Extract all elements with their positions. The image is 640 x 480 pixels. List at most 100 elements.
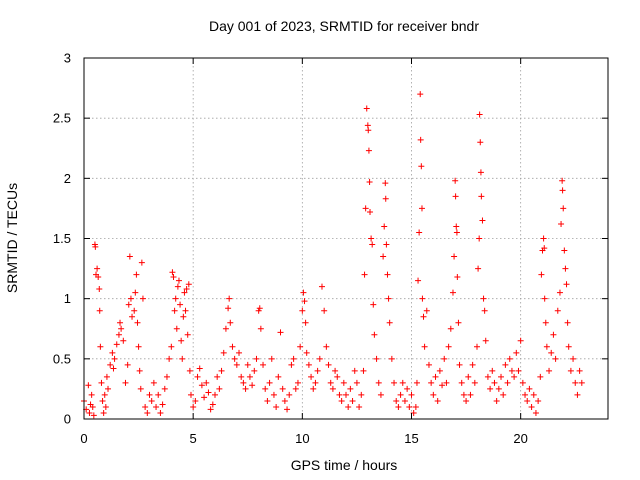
data-point — [138, 259, 145, 266]
data-point — [368, 235, 375, 242]
data-point — [574, 391, 581, 398]
data-point — [216, 385, 223, 392]
data-point — [493, 397, 500, 404]
data-point — [310, 385, 317, 392]
data-point — [476, 235, 483, 242]
data-point — [563, 281, 570, 288]
data-point — [170, 274, 177, 281]
data-point — [101, 391, 108, 398]
data-point — [434, 397, 441, 404]
data-point — [478, 193, 485, 200]
data-point — [144, 409, 151, 416]
data-point — [548, 349, 555, 356]
data-point — [495, 385, 502, 392]
data-point — [559, 177, 566, 184]
data-point — [257, 325, 264, 332]
data-point — [404, 385, 411, 392]
data-point — [443, 379, 450, 386]
data-point — [182, 307, 189, 314]
data-point — [268, 355, 275, 362]
data-point — [487, 385, 494, 392]
data-point — [303, 349, 310, 356]
data-point — [423, 307, 430, 314]
data-point — [203, 379, 210, 386]
data-point — [441, 355, 448, 362]
data-point — [477, 139, 484, 146]
data-point — [340, 379, 347, 386]
data-point — [397, 391, 404, 398]
data-point — [88, 391, 95, 398]
data-point — [89, 403, 96, 410]
data-point — [117, 319, 124, 326]
data-point — [135, 343, 142, 350]
data-point — [181, 289, 188, 296]
data-point — [373, 355, 380, 362]
data-point — [168, 343, 175, 350]
data-point — [393, 397, 400, 404]
data-point — [186, 367, 193, 374]
data-point — [290, 355, 297, 362]
data-point — [482, 337, 489, 344]
data-point — [260, 361, 267, 368]
data-point — [100, 409, 107, 416]
data-point — [439, 382, 446, 389]
x-tick-label: 10 — [295, 431, 309, 446]
data-point — [122, 379, 129, 386]
x-tick-label: 0 — [80, 431, 87, 446]
data-point — [196, 365, 203, 372]
data-point — [201, 394, 208, 401]
data-point — [85, 382, 92, 389]
data-point — [238, 373, 245, 380]
data-point — [475, 265, 482, 272]
data-point — [316, 355, 323, 362]
data-point — [458, 379, 465, 386]
data-point — [515, 367, 522, 374]
data-point — [325, 361, 332, 368]
data-point — [136, 367, 143, 374]
data-point — [284, 406, 291, 413]
data-point — [94, 265, 101, 272]
data-point — [126, 253, 133, 260]
data-point — [277, 329, 284, 336]
data-points — [81, 91, 585, 419]
data-point — [498, 373, 505, 380]
data-point — [474, 343, 480, 350]
data-point — [103, 373, 110, 380]
data-point — [178, 337, 185, 344]
data-point — [180, 313, 187, 320]
data-point — [360, 367, 367, 374]
data-point — [532, 409, 539, 416]
x-axis-ticks: 0 5 10 15 20 — [80, 58, 528, 446]
data-point — [142, 403, 149, 410]
data-point — [480, 295, 487, 302]
y-tick-label: 0.5 — [53, 351, 71, 366]
data-point — [302, 319, 309, 326]
data-point — [500, 391, 507, 398]
data-point — [546, 367, 553, 374]
data-point — [161, 385, 168, 392]
data-point — [214, 373, 221, 380]
data-point — [131, 307, 138, 314]
data-point — [381, 223, 388, 230]
data-point — [370, 301, 377, 308]
data-point — [452, 177, 459, 184]
data-point — [127, 295, 134, 302]
data-point — [95, 274, 102, 281]
data-point — [251, 367, 258, 374]
data-point — [453, 223, 460, 230]
data-point — [540, 235, 547, 242]
data-point — [526, 385, 533, 392]
data-point — [329, 385, 336, 392]
data-point — [519, 379, 526, 386]
data-point — [365, 147, 372, 154]
data-point — [137, 385, 144, 392]
data-point — [517, 337, 524, 344]
data-point — [220, 349, 227, 356]
data-point — [401, 397, 408, 404]
data-point — [253, 355, 260, 362]
data-point — [308, 373, 315, 380]
data-point — [194, 373, 201, 380]
data-point — [436, 367, 443, 374]
data-point — [86, 409, 93, 416]
data-point — [471, 379, 478, 386]
